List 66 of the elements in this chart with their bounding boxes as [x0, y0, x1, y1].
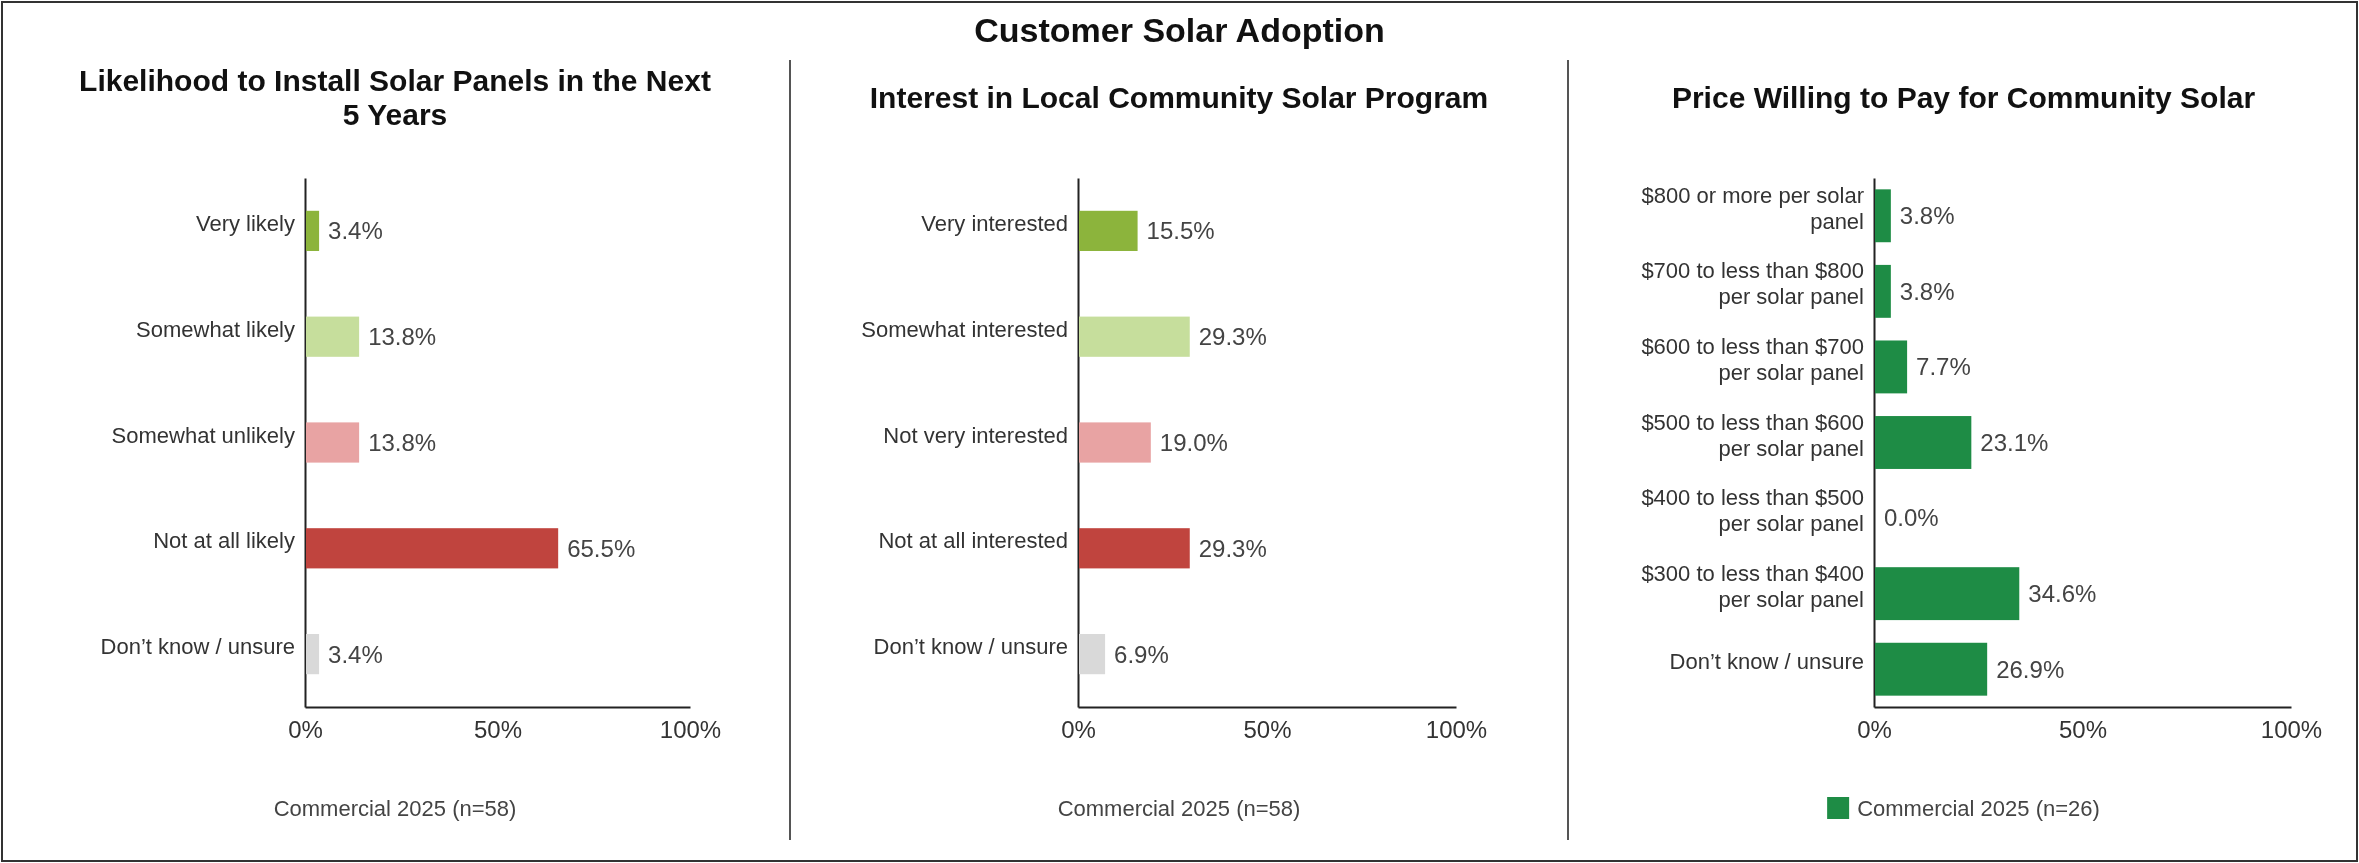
bar	[1079, 316, 1190, 357]
bar	[1875, 642, 1988, 696]
bar	[306, 316, 360, 357]
data-label: 6.9%	[1114, 640, 1169, 668]
x-tick-label: 100%	[1425, 716, 1488, 744]
data-label: 15.5%	[1146, 217, 1215, 245]
y-tick-label: $600 to less than $700 per solar panel	[1641, 333, 1864, 385]
data-label: 0.0%	[1884, 504, 1939, 532]
x-tick-label: 0%	[1857, 716, 1892, 744]
legend-label: Commercial 2025 (n=26)	[1857, 795, 2100, 821]
data-label: 3.8%	[1899, 202, 1955, 230]
data-label: 3.4%	[328, 217, 383, 245]
y-tick-label: Very likely	[195, 210, 295, 236]
data-label: 23.1%	[1980, 428, 2049, 456]
bar	[1079, 210, 1138, 251]
y-tick-label: Somewhat unlikely	[111, 422, 295, 448]
data-label: 3.4%	[328, 640, 383, 668]
bar	[306, 528, 559, 569]
bar	[1875, 340, 1908, 394]
text: Commercial 2025 (n=58)	[273, 795, 517, 821]
data-label: 26.9%	[1996, 655, 2065, 683]
data-label: 13.8%	[368, 323, 437, 351]
data-label: 29.3%	[1198, 534, 1267, 562]
y-tick-label: Somewhat likely	[136, 316, 295, 342]
y-tick-label: $800 or more per solar panel	[1641, 182, 1864, 234]
x-tick-label: 0%	[1061, 716, 1096, 744]
data-label: 65.5%	[567, 534, 636, 562]
data-label: 13.8%	[368, 428, 437, 456]
y-tick-label: Don’t know / unsure	[873, 634, 1068, 660]
data-label: 3.8%	[1899, 277, 1955, 305]
y-tick-label: $300 to less than $400 per solar panel	[1641, 560, 1864, 612]
text: Commercial 2025 (n=58)	[1057, 795, 1301, 821]
x-tick-label: 100%	[659, 716, 722, 744]
y-tick-label: Not very interested	[883, 422, 1068, 448]
x-tick-label: 0%	[288, 716, 323, 744]
data-label: 19.0%	[1159, 428, 1228, 456]
bar	[1875, 416, 1972, 469]
y-tick-label: $400 to less than $500 per solar panel	[1641, 485, 1864, 537]
bar	[1875, 567, 2020, 621]
chart-title: Price Willing to Pay for Community Solar	[1671, 81, 2256, 114]
bar	[1079, 422, 1151, 463]
x-tick-label: 50%	[1243, 716, 1292, 744]
y-tick-label: Not at all likely	[153, 528, 295, 554]
bar	[1079, 528, 1190, 569]
bar	[1079, 634, 1106, 675]
y-tick-label: Very interested	[921, 210, 1068, 236]
data-label: 34.6%	[2028, 580, 2097, 608]
bar	[306, 634, 320, 675]
data-label: 29.3%	[1198, 323, 1267, 351]
chart-title: Interest in Local Community Solar Program	[869, 81, 1489, 114]
x-tick-label: 50%	[473, 716, 523, 744]
bar	[1875, 189, 1891, 243]
bar	[306, 422, 360, 463]
y-tick-label: Don’t know / unsure	[1669, 649, 1864, 675]
bar	[1875, 264, 1891, 318]
chart-title: Likelihood to Install Solar Panels in the Next 5 Years	[79, 64, 711, 131]
y-tick-label: Not at all interested	[878, 528, 1068, 554]
y-tick-label: $500 to less than $600 per solar panel	[1641, 409, 1864, 461]
y-tick-label: $700 to less than $800 per solar panel	[1641, 258, 1864, 310]
data-label: 7.7%	[1916, 353, 1971, 381]
bar	[306, 210, 320, 251]
x-tick-label: 50%	[2058, 716, 2108, 744]
y-tick-label: Don’t know / unsure	[100, 634, 295, 660]
text: Customer Solar Adoption	[974, 11, 1385, 49]
y-tick-label: Somewhat interested	[861, 316, 1068, 342]
x-tick-label: 100%	[2260, 716, 2323, 744]
